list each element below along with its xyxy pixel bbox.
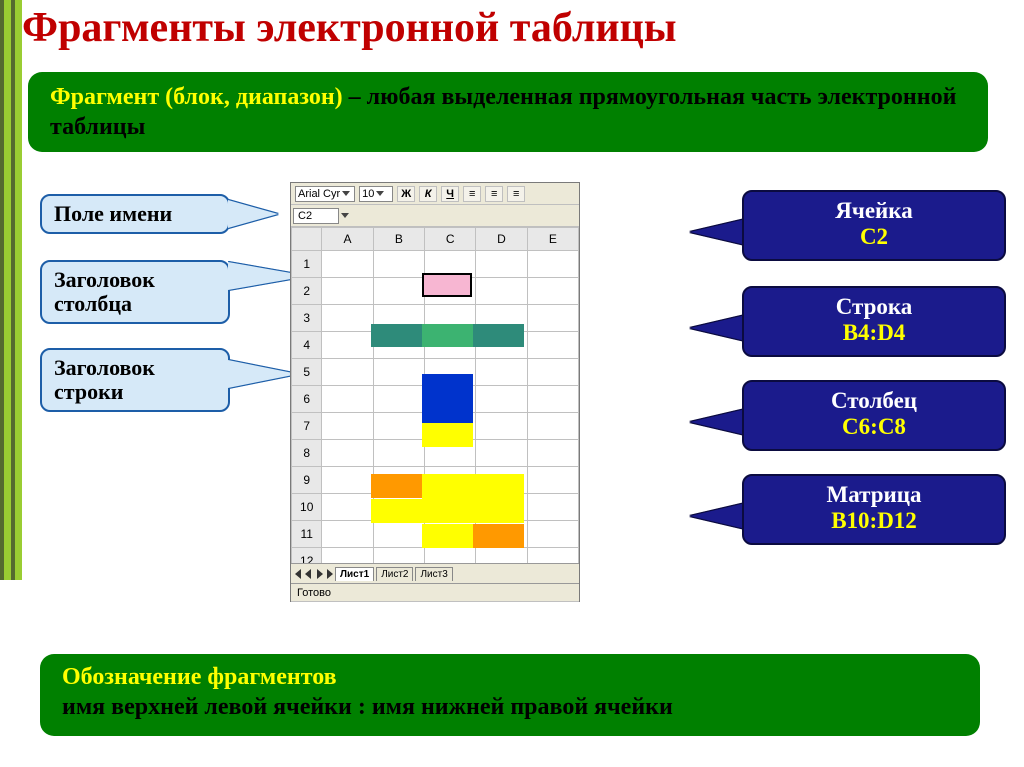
status-bar: Готово xyxy=(291,583,579,601)
font-name: Arial Cyr xyxy=(298,188,340,200)
row-header[interactable]: 10 xyxy=(292,494,322,521)
label-column-ref: C6:C8 xyxy=(752,414,996,440)
chevron-down-icon xyxy=(341,213,349,218)
sheet-tab[interactable]: Лист2 xyxy=(376,567,413,581)
col-header[interactable]: D xyxy=(476,228,527,251)
row-header[interactable]: 5 xyxy=(292,359,322,386)
label-matrix-title: Матрица xyxy=(752,482,996,508)
toolbar: Arial Cyr 10 Ж К Ч ≡ ≡ ≡ xyxy=(291,183,579,205)
row-header[interactable]: 9 xyxy=(292,467,322,494)
pointer-icon xyxy=(690,218,750,246)
pointer-icon xyxy=(228,200,278,228)
pointer-icon xyxy=(690,502,750,530)
col-header[interactable]: E xyxy=(527,228,578,251)
row-header[interactable]: 11 xyxy=(292,521,322,548)
row-header[interactable]: 6 xyxy=(292,386,322,413)
font-size-select[interactable]: 10 xyxy=(359,186,393,202)
row-header[interactable]: 8 xyxy=(292,440,322,467)
grid[interactable]: A B C D E 1 2 3 4 5 6 7 8 9 10 11 12 13 xyxy=(291,227,579,602)
term: Фрагмент (блок, диапазон) xyxy=(50,84,343,110)
slide-title: Фрагменты электронной таблицы xyxy=(22,4,677,52)
label-cell: Ячейка C2 xyxy=(742,190,1006,261)
label-row-ref: B4:D4 xyxy=(752,320,996,346)
label-namebox: Поле имени xyxy=(40,194,230,234)
font-name-select[interactable]: Arial Cyr xyxy=(295,186,355,202)
col-header[interactable]: B xyxy=(373,228,424,251)
row-header[interactable]: 3 xyxy=(292,305,322,332)
footer-line2: имя верхней левой ячейки : имя нижней пр… xyxy=(62,692,958,722)
definition-box: Фрагмент (блок, диапазон) – любая выделе… xyxy=(28,72,988,152)
row-header[interactable]: 2 xyxy=(292,278,322,305)
align-right-button[interactable]: ≡ xyxy=(507,186,525,202)
tab-nav-next-icon[interactable] xyxy=(317,569,323,579)
sheet-tab[interactable]: Лист1 xyxy=(335,567,374,581)
sheet-tabs: Лист1 Лист2 Лист3 xyxy=(291,563,579,583)
pointer-icon xyxy=(690,408,750,436)
tab-nav-prev-icon[interactable] xyxy=(305,569,311,579)
name-box[interactable]: C2 xyxy=(293,208,339,224)
label-matrix: Матрица B10:D12 xyxy=(742,474,1006,545)
row-header[interactable]: 1 xyxy=(292,251,322,278)
tab-nav-last-icon[interactable] xyxy=(327,569,333,579)
bold-button[interactable]: Ж xyxy=(397,186,415,202)
label-cell-title: Ячейка xyxy=(752,198,996,224)
label-row: Строка B4:D4 xyxy=(742,286,1006,357)
chevron-down-icon xyxy=(342,191,350,196)
label-row-title: Строка xyxy=(752,294,996,320)
tab-nav-first-icon[interactable] xyxy=(295,569,301,579)
select-all-corner[interactable] xyxy=(292,228,322,251)
formula-bar: C2 xyxy=(291,205,579,227)
italic-button[interactable]: К xyxy=(419,186,437,202)
footer-line1: Обозначение фрагментов xyxy=(62,662,958,692)
underline-button[interactable]: Ч xyxy=(441,186,459,202)
label-cell-ref: C2 xyxy=(752,224,996,250)
align-left-button[interactable]: ≡ xyxy=(463,186,481,202)
term-dash: – xyxy=(343,84,367,110)
sheet-tab[interactable]: Лист3 xyxy=(415,567,452,581)
chevron-down-icon xyxy=(376,191,384,196)
col-header[interactable]: A xyxy=(322,228,373,251)
label-matrix-ref: B10:D12 xyxy=(752,508,996,534)
col-header[interactable]: C xyxy=(425,228,476,251)
align-center-button[interactable]: ≡ xyxy=(485,186,503,202)
row-header[interactable]: 4 xyxy=(292,332,322,359)
label-col-header: Заголовок столбца xyxy=(40,260,230,324)
pointer-icon xyxy=(228,360,298,388)
row-header[interactable]: 7 xyxy=(292,413,322,440)
label-row-header: Заголовок строки xyxy=(40,348,230,412)
pointer-icon xyxy=(690,314,750,342)
label-column: Столбец C6:C8 xyxy=(742,380,1006,451)
label-column-title: Столбец xyxy=(752,388,996,414)
font-size: 10 xyxy=(362,188,374,200)
spreadsheet-mock: Arial Cyr 10 Ж К Ч ≡ ≡ ≡ C2 A B C D E 1 … xyxy=(290,182,580,602)
footer-box: Обозначение фрагментов имя верхней левой… xyxy=(40,654,980,736)
